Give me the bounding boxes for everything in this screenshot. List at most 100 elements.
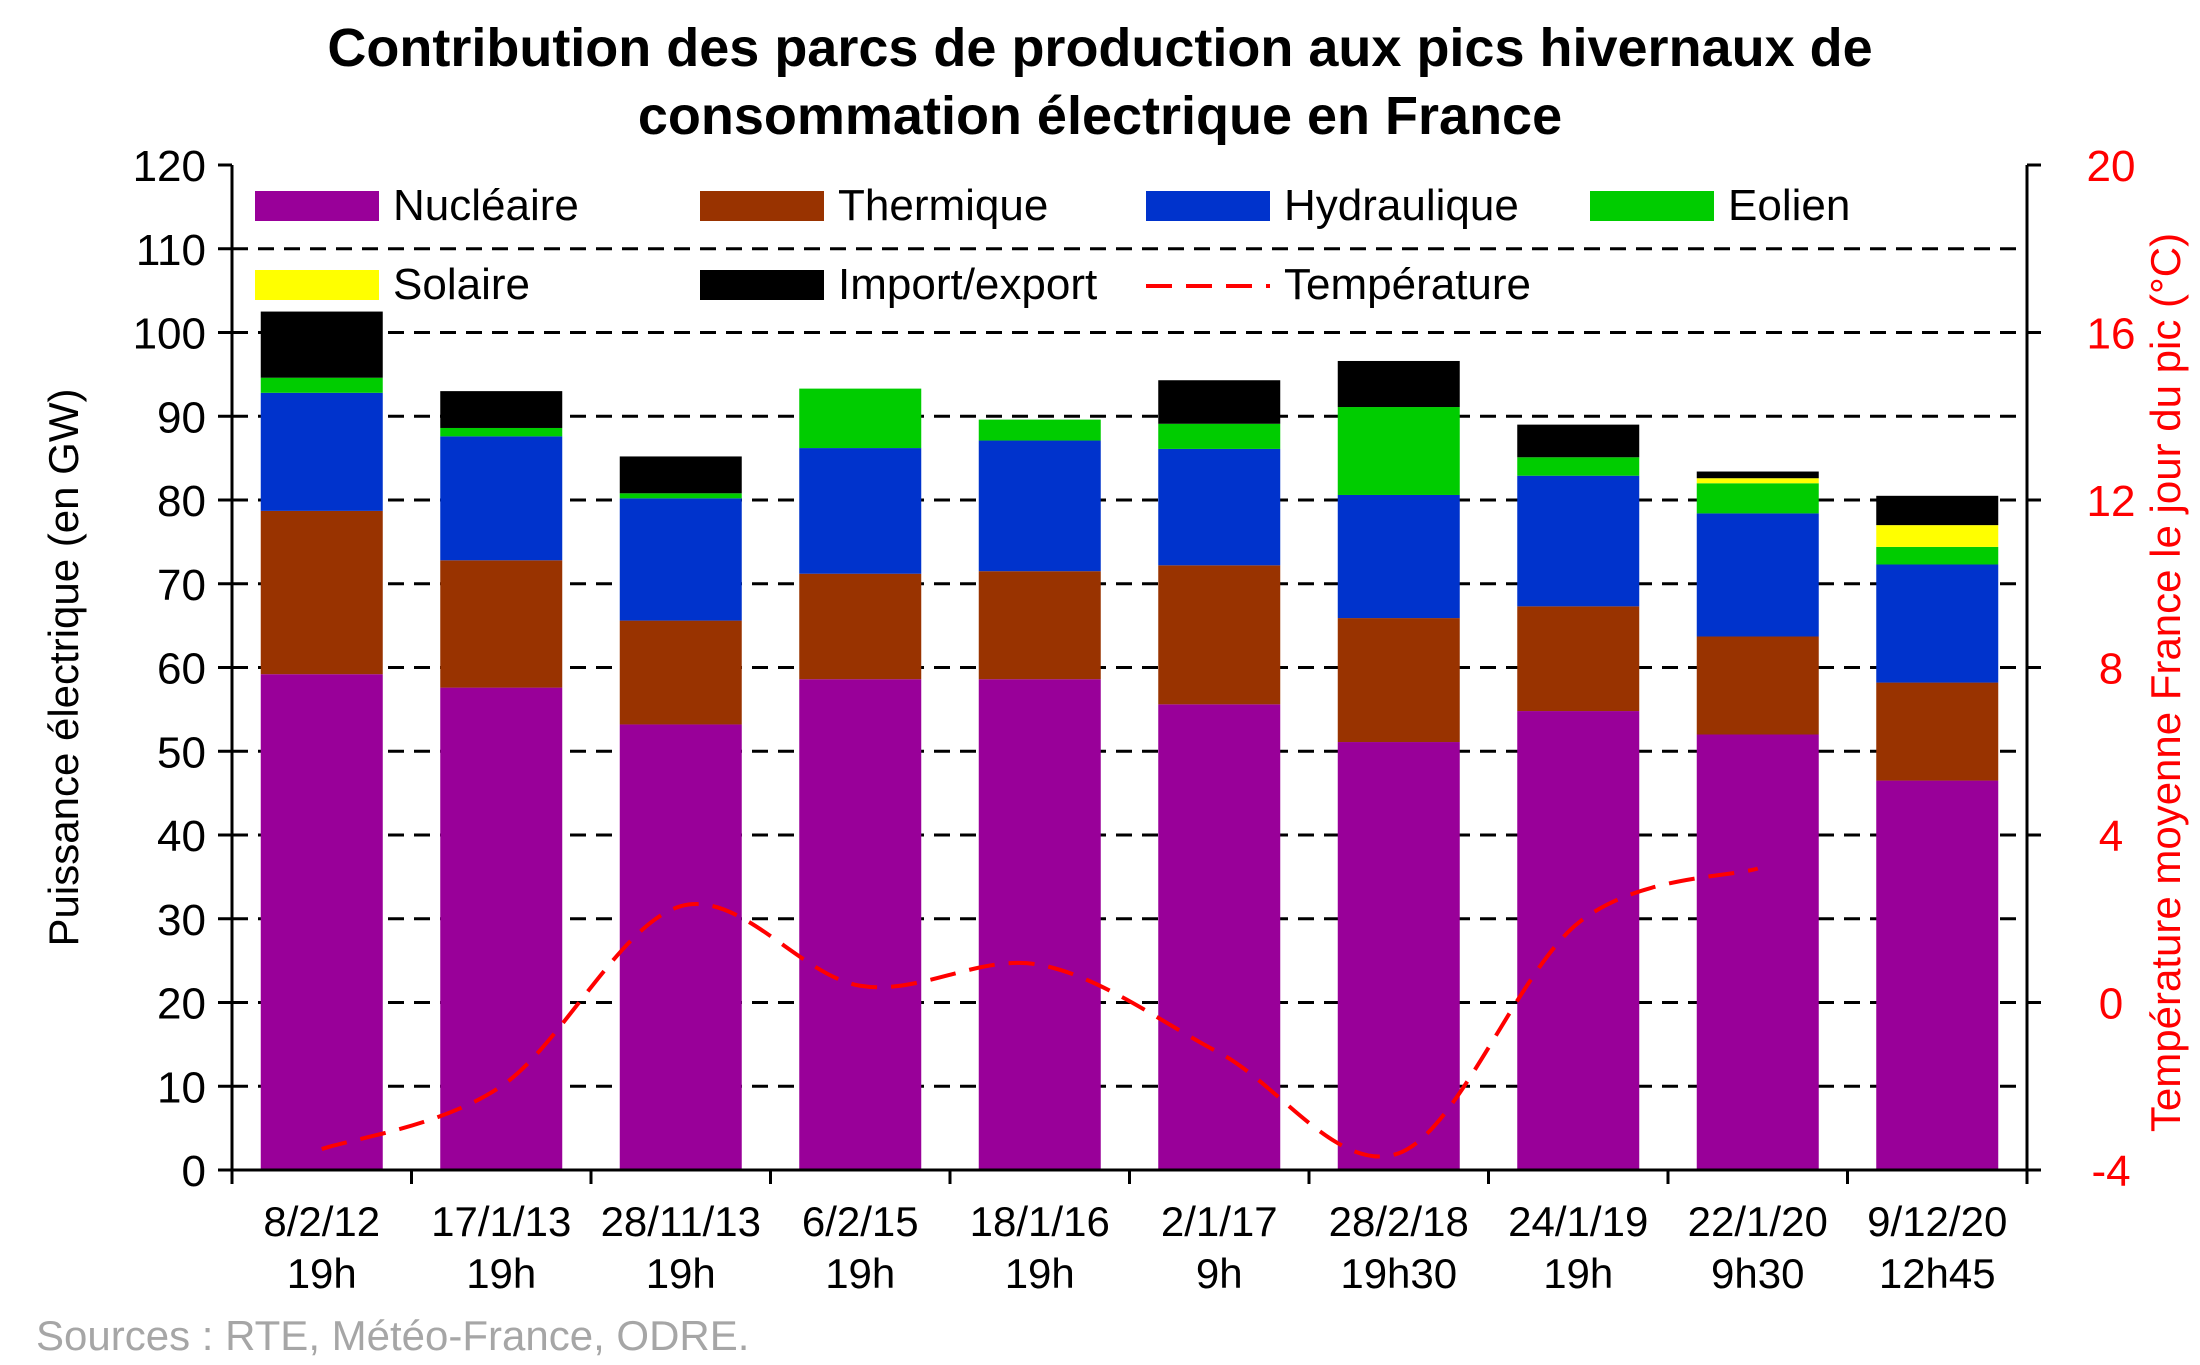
legend-swatch	[1146, 191, 1270, 221]
y2-tick-label: 8	[2099, 645, 2123, 694]
y-tick-label: 120	[133, 142, 206, 191]
bar-segment-thermique	[619, 620, 742, 725]
bar-segment-hydraulique	[1876, 564, 1999, 683]
bar-segment-importexport	[619, 456, 742, 494]
y2-axis-label: Température moyenne France le jour du pi…	[2142, 233, 2189, 1132]
bar-segment-hydraulique	[1337, 494, 1460, 619]
y-axis-label: Puissance électrique (en GW)	[40, 389, 87, 947]
y2-tick-label: 4	[2099, 812, 2123, 861]
x-tick-label: 8/2/12	[263, 1198, 380, 1245]
x-tick-label: 24/1/19	[1508, 1198, 1648, 1245]
chart-title: Contribution des parcs de production aux…	[0, 14, 2200, 150]
bar-segment-eolien	[1158, 423, 1281, 449]
legend-swatch	[700, 270, 824, 300]
y-tick-label: 90	[157, 393, 206, 442]
x-tick-label: 19h	[466, 1250, 536, 1297]
bar-segment-importexport	[1696, 471, 1819, 479]
y-tick-label: 10	[157, 1063, 206, 1112]
chart-source: Sources : RTE, Météo-France, ODRE.	[36, 1312, 750, 1359]
legend-label: Solaire	[393, 260, 530, 309]
x-tick-label: 28/2/18	[1329, 1198, 1469, 1245]
bar-segment-eolien	[1876, 546, 1999, 565]
bar-segment-hydraulique	[440, 436, 563, 561]
legend-label: Température	[1284, 260, 1531, 309]
bar-segment-hydraulique	[1517, 475, 1640, 607]
y2-tick-label: 16	[2087, 310, 2136, 359]
bar-segment-hydraulique	[978, 440, 1101, 572]
bar-segment-hydraulique	[260, 392, 383, 511]
y2-tick-label: 12	[2087, 477, 2136, 526]
bar-segment-thermique	[799, 573, 922, 680]
x-tick-label: 19h	[1005, 1250, 1075, 1297]
x-tick-label: 19h30	[1340, 1250, 1457, 1297]
bar-segment-nuclaire	[1876, 780, 1999, 1170]
y-tick-label: 70	[157, 561, 206, 610]
bar-segment-importexport	[1876, 495, 1999, 526]
x-tick-label: 9h30	[1711, 1250, 1804, 1297]
bar-segment-thermique	[260, 510, 383, 675]
bar-segment-eolien	[799, 388, 922, 449]
bar-segment-thermique	[978, 571, 1101, 680]
bar-segment-nuclaire	[978, 679, 1101, 1170]
x-tick-label: 19h	[1543, 1250, 1613, 1297]
bar-segment-thermique	[1876, 682, 1999, 781]
x-tick-label: 9h	[1196, 1250, 1243, 1297]
bar-segment-hydraulique	[619, 498, 742, 621]
bar-segment-importexport	[1158, 380, 1281, 424]
chart-title-line-1: Contribution des parcs de production aux…	[327, 18, 1873, 78]
legend-label: Nucléaire	[393, 181, 579, 230]
x-tick-label: 22/1/20	[1688, 1198, 1828, 1245]
x-tick-label: 9/12/20	[1867, 1198, 2007, 1245]
bar-segment-solaire	[1876, 525, 1999, 547]
bar-segment-eolien	[1517, 457, 1640, 476]
bar-segment-nuclaire	[1158, 704, 1281, 1170]
x-tick-label: 28/11/13	[601, 1198, 761, 1245]
bar-segment-nuclaire	[1517, 711, 1640, 1170]
legend-swatch	[255, 270, 379, 300]
bar-segment-nuclaire	[799, 679, 922, 1170]
x-tick-label: 19h	[287, 1250, 357, 1297]
bar-segment-hydraulique	[799, 448, 922, 574]
bar-segment-eolien	[440, 427, 563, 437]
chart-title-line-2: consommation électrique en France	[637, 86, 1563, 146]
bar-segment-thermique	[440, 560, 563, 688]
bar-segment-thermique	[1337, 618, 1460, 743]
x-tick-label: 6/2/15	[802, 1198, 919, 1245]
bar-segment-importexport	[440, 391, 563, 428]
bar-segment-thermique	[1158, 565, 1281, 705]
bar-segment-hydraulique	[1696, 513, 1819, 637]
x-tick-label: 18/1/16	[970, 1198, 1110, 1245]
bar-segment-thermique	[1517, 606, 1640, 712]
legend-swatch	[255, 191, 379, 221]
y-tick-label: 20	[157, 980, 206, 1029]
x-tick-label: 12h45	[1879, 1250, 1996, 1297]
bar-segment-thermique	[1696, 636, 1819, 735]
x-tick-label: 19h	[646, 1250, 716, 1297]
legend-swatch	[1590, 191, 1714, 221]
legend-label: Eolien	[1728, 181, 1850, 230]
bar-segment-eolien	[260, 377, 383, 393]
y2-tick-label: 0	[2099, 980, 2123, 1029]
legend-swatch	[700, 191, 824, 221]
y-tick-label: 80	[157, 477, 206, 526]
bar-segment-importexport	[1517, 424, 1640, 458]
bar-segment-hydraulique	[1158, 448, 1281, 566]
bar-segment-eolien	[1337, 407, 1460, 495]
y-tick-label: 110	[136, 226, 206, 275]
x-tick-label: 17/1/13	[431, 1198, 571, 1245]
legend-label: Hydraulique	[1284, 181, 1519, 230]
y-tick-label: 100	[133, 310, 206, 359]
bar-segment-nuclaire	[440, 687, 563, 1170]
y-tick-label: 50	[157, 728, 206, 777]
y-tick-label: 0	[182, 1147, 206, 1196]
legend-label: Thermique	[838, 181, 1048, 230]
bar-segment-importexport	[260, 311, 383, 378]
bar-segment-importexport	[1337, 360, 1460, 408]
x-tick-label: 19h	[825, 1250, 895, 1297]
x-tick-label: 2/1/17	[1161, 1198, 1278, 1245]
bar-segment-nuclaire	[1337, 742, 1460, 1170]
y-tick-label: 30	[157, 896, 206, 945]
y-tick-label: 40	[157, 812, 206, 861]
legend-label: Import/export	[838, 260, 1097, 309]
